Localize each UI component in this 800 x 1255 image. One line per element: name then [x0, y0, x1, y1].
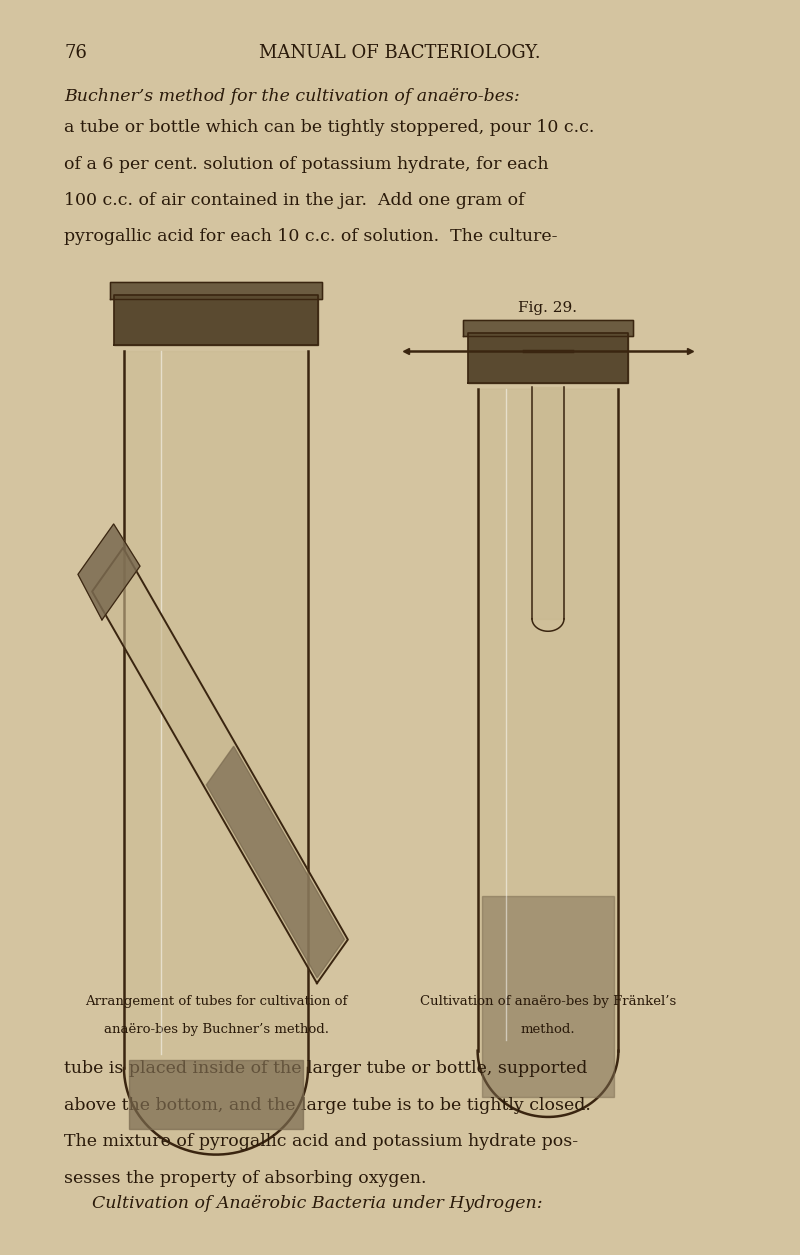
Polygon shape: [463, 320, 633, 336]
Polygon shape: [478, 389, 618, 1117]
Text: of a 6 per cent. solution of potassium hydrate, for each: of a 6 per cent. solution of potassium h…: [64, 156, 549, 173]
Text: Arrangement of tubes for cultivation of: Arrangement of tubes for cultivation of: [85, 995, 347, 1008]
Text: sesses the property of absorbing oxygen.: sesses the property of absorbing oxygen.: [64, 1170, 426, 1187]
Text: 76: 76: [64, 44, 87, 61]
Text: 100 c.c. of air contained in the jar.  Add one gram of: 100 c.c. of air contained in the jar. Ad…: [64, 192, 525, 210]
Text: Buchner’s method for the cultivation of anaëro­bes:: Buchner’s method for the cultivation of …: [64, 88, 520, 105]
Text: Cultivation of anaëro­bes by Fränkel’s: Cultivation of anaëro­bes by Fränkel’s: [420, 995, 676, 1008]
Text: method.: method.: [521, 1023, 575, 1035]
Text: tube is placed inside of the larger tube or bottle, supported: tube is placed inside of the larger tube…: [64, 1060, 587, 1078]
Text: Fig. 29.: Fig. 29.: [518, 301, 578, 315]
Text: a tube or bottle which can be tightly stoppered, pour 10 c.c.: a tube or bottle which can be tightly st…: [64, 119, 594, 137]
Text: Cultivation of Anaërobic Bacteria under Hydrogen:: Cultivation of Anaërobic Bacteria under …: [92, 1195, 542, 1212]
Polygon shape: [129, 1059, 303, 1128]
Polygon shape: [92, 548, 348, 983]
Polygon shape: [78, 525, 140, 620]
Text: Fig. 28.: Fig. 28.: [186, 301, 246, 315]
Polygon shape: [532, 387, 564, 619]
Text: anaëro­bes by Buchner’s method.: anaëro­bes by Buchner’s method.: [103, 1023, 329, 1035]
Text: MANUAL OF BACTERIOLOGY.: MANUAL OF BACTERIOLOGY.: [259, 44, 541, 61]
Text: above the bottom, and the large tube is to be tightly closed.: above the bottom, and the large tube is …: [64, 1097, 591, 1114]
Polygon shape: [114, 295, 318, 345]
Polygon shape: [482, 896, 614, 1097]
Polygon shape: [124, 351, 308, 1155]
Text: The mixture of pyrogallic acid and potassium hydrate pos-: The mixture of pyrogallic acid and potas…: [64, 1133, 578, 1151]
Polygon shape: [206, 747, 345, 978]
Polygon shape: [468, 333, 628, 383]
Text: pyrogallic acid for each 10 c.c. of solution.  The culture-: pyrogallic acid for each 10 c.c. of solu…: [64, 228, 558, 246]
Polygon shape: [110, 282, 322, 299]
